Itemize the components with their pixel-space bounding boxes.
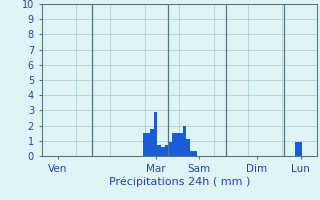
Bar [194, 151, 197, 156]
Bar [161, 147, 165, 156]
Bar [176, 133, 179, 156]
Bar [154, 112, 157, 156]
Bar [179, 133, 183, 156]
Bar [190, 151, 194, 156]
Bar [183, 126, 187, 156]
Bar [295, 142, 299, 156]
Bar [147, 133, 150, 156]
X-axis label: Précipitations 24h ( mm ): Précipitations 24h ( mm ) [108, 176, 250, 187]
Bar [157, 145, 161, 156]
Bar [187, 139, 190, 156]
Bar [168, 142, 172, 156]
Bar [165, 145, 168, 156]
Bar [172, 133, 176, 156]
Bar [299, 142, 302, 156]
Bar [150, 129, 154, 156]
Bar [143, 133, 147, 156]
